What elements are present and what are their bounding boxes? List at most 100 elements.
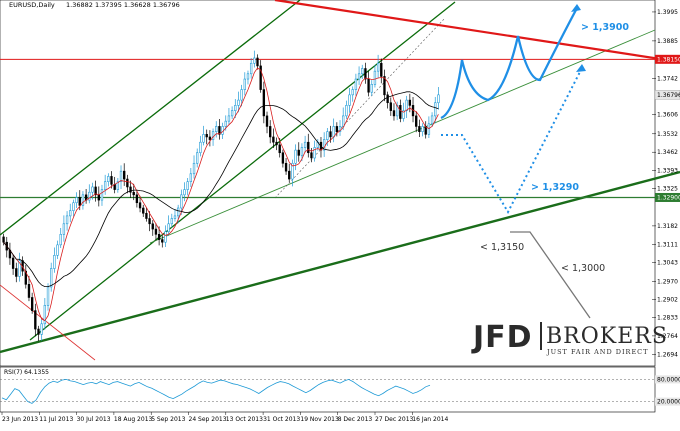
candle-body-117 <box>373 70 377 85</box>
candle-body-0 <box>2 236 5 243</box>
level-tag-label-1: 1.32900 <box>657 194 680 201</box>
target-pointer-line <box>510 231 591 319</box>
candle-body-44 <box>142 207 145 214</box>
date-label-10: 27 Dec 2013 <box>375 416 414 423</box>
channel-upper-line <box>0 0 301 236</box>
logo-jfd: JFD <box>471 320 533 355</box>
candle-body-108 <box>345 105 348 117</box>
rsi-title: RSI(7) 64.1355 <box>4 369 49 376</box>
candle-body-9 <box>30 297 34 311</box>
candle-body-135 <box>430 115 434 125</box>
symbol-label: EURUSD,Daily <box>9 1 55 9</box>
ohlc-label: 1.36882 1.37395 1.36628 1.36796 <box>66 1 180 9</box>
candle-body-32 <box>103 181 107 190</box>
candle-body-50 <box>161 239 164 243</box>
candle-body-134 <box>427 123 431 135</box>
candlesticks <box>2 50 440 342</box>
date-label-9: 8 Dec 2013 <box>338 416 373 423</box>
candle-body-110 <box>351 89 354 96</box>
candle-body-126 <box>402 110 405 119</box>
candle-body-127 <box>405 99 408 111</box>
candle-body-74 <box>237 99 240 106</box>
candle-body-56 <box>180 194 183 209</box>
price-tick-label-14: 1.2764 <box>657 333 678 340</box>
candle-body-119 <box>380 62 383 77</box>
candle-body-112 <box>357 73 361 80</box>
date-label-0: 23 Jun 2013 <box>2 416 38 423</box>
moving-averages <box>3 67 439 322</box>
ma-slow-line <box>3 91 439 287</box>
channel-middle-line <box>29 1 456 341</box>
candle-body-122 <box>389 102 392 111</box>
candle-body-67 <box>215 126 218 132</box>
candle-body-91 <box>291 162 294 180</box>
candle-body-60 <box>192 162 196 175</box>
candle-body-68 <box>218 126 221 135</box>
date-label-3: 18 Aug 2013 <box>114 416 153 423</box>
candle-body-19 <box>62 223 66 235</box>
price-tick-label-9: 1.3111 <box>657 242 678 249</box>
candle-body-93 <box>297 149 300 156</box>
candle-body-42 <box>135 194 139 204</box>
rsi-level-label-0: 80.0000 <box>657 376 680 383</box>
price-tick-label-12: 1.2902 <box>657 297 678 304</box>
candle-body-80 <box>256 57 259 67</box>
candle-body-86 <box>275 141 278 146</box>
candle-body-113 <box>361 68 364 75</box>
candle-body-63 <box>202 134 205 143</box>
price-tick-label-13: 1.2833 <box>657 315 678 322</box>
date-label-5: 24 Sep 2013 <box>189 416 227 423</box>
candle-body-53 <box>170 218 173 225</box>
candle-body-83 <box>265 115 269 127</box>
candle-body-106 <box>338 126 342 132</box>
candle-body-52 <box>167 223 170 232</box>
price-tick-label-3: 1.3606 <box>657 111 678 118</box>
price-tick-label-2: 1.3742 <box>657 76 678 83</box>
candle-body-95 <box>303 141 307 148</box>
rsi-level-tag-1 <box>655 397 680 406</box>
level-tag-label-0: 1.38150 <box>657 56 680 63</box>
candle-body-71 <box>227 115 231 122</box>
candle-body-24 <box>78 197 81 206</box>
dashed-channel-line <box>274 17 446 199</box>
horizontal-levels: 1.38150 1.32900 <box>0 54 680 202</box>
candle-body-131 <box>418 126 421 132</box>
level-tag-0 <box>655 54 680 64</box>
bearish-scenario-path <box>441 67 583 215</box>
scenario-label-3: < 1,3150 <box>480 242 524 253</box>
candle-body-97 <box>310 152 313 159</box>
candle-body-3 <box>11 257 15 269</box>
candle-body-45 <box>145 212 148 219</box>
logo-divider <box>540 322 542 350</box>
candle-body-98 <box>313 147 316 159</box>
candle-body-4 <box>15 268 18 277</box>
candle-body-76 <box>243 78 246 90</box>
candle-body-136 <box>434 102 437 117</box>
candle-body-111 <box>354 78 358 90</box>
trend-channel <box>0 0 680 361</box>
candle-body-47 <box>151 223 154 230</box>
candle-body-137 <box>437 94 440 104</box>
candle-body-96 <box>307 141 310 154</box>
candle-body-118 <box>376 62 380 72</box>
candle-body-15 <box>50 268 53 288</box>
candle-body-55 <box>176 207 180 217</box>
candle-body-28 <box>91 186 94 193</box>
date-label-11: 16 Jan 2014 <box>412 416 448 423</box>
candle-body-30 <box>97 194 100 201</box>
red-resistance-line <box>274 0 680 64</box>
candle-body-87 <box>278 144 281 154</box>
candle-body-23 <box>75 197 78 204</box>
candle-body-89 <box>284 162 288 172</box>
candle-body-37 <box>119 170 123 182</box>
candle-body-25 <box>81 194 85 206</box>
candle-body-13 <box>43 305 47 325</box>
candle-body-79 <box>253 57 256 64</box>
candle-body-72 <box>230 110 234 117</box>
price-axis: 1.3995 1.3885 1.3742 1.3606 1.3532 1.3462 1.33… <box>652 9 680 358</box>
candle-body-38 <box>123 170 126 180</box>
date-label-4: 5 Sep 2013 <box>151 416 185 423</box>
candle-body-104 <box>332 126 335 138</box>
candle-body-62 <box>199 141 202 154</box>
price-tick-label-7: 1.3325 <box>657 185 678 192</box>
